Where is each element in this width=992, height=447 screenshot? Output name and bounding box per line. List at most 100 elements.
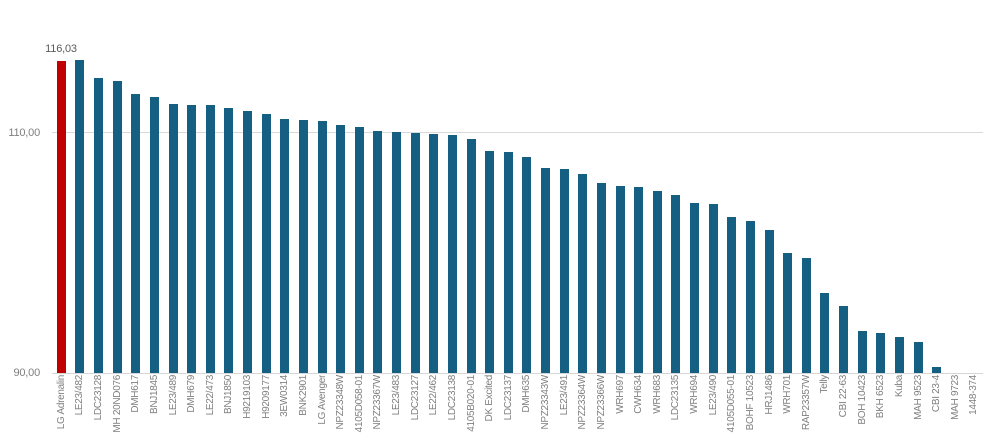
x-label-slot: DK Excited — [480, 375, 499, 445]
bar-slot — [965, 0, 984, 373]
bar-slot — [182, 0, 201, 373]
bar — [857, 331, 867, 373]
x-label-slot: LDC23135 — [667, 375, 686, 445]
bar-slot — [313, 0, 332, 373]
bar — [205, 105, 215, 373]
x-axis-label: WRH683 — [651, 375, 663, 414]
bar — [298, 120, 308, 373]
bar-slot — [499, 0, 518, 373]
bar — [466, 139, 476, 373]
bar — [727, 217, 737, 373]
x-label-slot: 4105D058-01 — [350, 375, 369, 445]
x-axis-label: BNJ1850 — [223, 375, 235, 415]
x-axis-label: LE23/490 — [707, 375, 719, 416]
bar-slot — [816, 0, 835, 373]
y-axis-tick-90: 90,00 — [13, 367, 40, 379]
bar-highlighted — [56, 61, 66, 373]
bar-slot — [369, 0, 388, 373]
bar-slot — [201, 0, 220, 373]
bar — [503, 152, 513, 373]
x-axis-label: CBI 23-4 — [931, 375, 943, 413]
bar-slot — [704, 0, 723, 373]
x-axis-label: 4105D058-01 — [353, 375, 365, 433]
bar-slot — [592, 0, 611, 373]
x-label-slot: WRH683 — [648, 375, 667, 445]
x-label-slot: CBI 23-4 — [927, 375, 946, 445]
bar-slot — [797, 0, 816, 373]
bar-slot — [872, 0, 891, 373]
bar-slot — [909, 0, 928, 373]
x-label-slot: 4105D055-01 — [723, 375, 742, 445]
x-label-slot: CWH634 — [629, 375, 648, 445]
x-axis-label: BKH 6523 — [875, 375, 887, 419]
bar — [354, 127, 364, 373]
bar — [876, 333, 886, 373]
bar — [578, 174, 588, 373]
x-label-slot: LE23/490 — [704, 375, 723, 445]
x-label-slot: LE22/473 — [201, 375, 220, 445]
x-label-slot: NPZ23366W — [592, 375, 611, 445]
x-axis-label: LDC23128 — [93, 375, 105, 421]
bar-slot — [238, 0, 257, 373]
x-axis-label: WRH694 — [689, 375, 701, 414]
x-label-slot: WRH701 — [778, 375, 797, 445]
x-label-slot: BNJ1850 — [220, 375, 239, 445]
bar — [317, 121, 327, 373]
bar — [913, 342, 923, 373]
x-label-slot: LE22/462 — [425, 375, 444, 445]
x-axis-label: H9209177 — [260, 375, 272, 419]
x-axis-label: NPZ23343W — [540, 375, 552, 430]
x-label-slot: DMH635 — [518, 375, 537, 445]
x-axis-label: NPZ23348W — [335, 375, 347, 430]
bar-slot — [331, 0, 350, 373]
bar — [783, 253, 793, 373]
x-label-slot: BNJ1845 — [145, 375, 164, 445]
bar-slot — [667, 0, 686, 373]
bar-slot — [946, 0, 965, 373]
bar — [596, 183, 606, 373]
bar — [168, 104, 178, 373]
x-label-slot: NPZ23343W — [536, 375, 555, 445]
bar-slot — [462, 0, 481, 373]
bar-slot — [89, 0, 108, 373]
x-axis-label: Telly — [819, 375, 831, 394]
x-axis-label: LE23/483 — [391, 375, 403, 416]
x-axis-label: LDC23138 — [446, 375, 458, 421]
x-label-slot: LDC23127 — [406, 375, 425, 445]
x-axis-label: 4105B020-01 — [465, 375, 477, 432]
bar-slot — [52, 0, 71, 373]
bar-slot — [443, 0, 462, 373]
x-label-slot: WRH697 — [611, 375, 630, 445]
x-axis-label: BNJ1845 — [148, 375, 160, 415]
bar — [541, 168, 551, 373]
bar — [392, 132, 402, 373]
x-axis-label: Kuba — [893, 375, 905, 398]
x-axis-label: DMH635 — [521, 375, 533, 413]
bar — [373, 131, 383, 373]
x-label-slot: BOHF 10523 — [741, 375, 760, 445]
bar — [764, 230, 774, 373]
x-axis-label: WRH701 — [782, 375, 794, 414]
x-label-slot: MAH 9523 — [909, 375, 928, 445]
x-label-slot: H9219103 — [238, 375, 257, 445]
bar-slot — [723, 0, 742, 373]
bar — [112, 81, 122, 373]
bar — [224, 108, 234, 373]
x-label-slot: BKH 6523 — [872, 375, 891, 445]
plot-area — [52, 0, 983, 374]
x-label-slot: 4105B020-01 — [462, 375, 481, 445]
x-label-slot: WRH694 — [685, 375, 704, 445]
bar — [559, 169, 569, 373]
x-label-slot: DMH617 — [127, 375, 146, 445]
bar-slot — [425, 0, 444, 373]
x-axis-label: LE23/482 — [74, 375, 86, 416]
x-axis-label: LE22/473 — [204, 375, 216, 416]
x-axis-label: 1448-374 — [968, 375, 980, 415]
x-axis-label: LDC23137 — [502, 375, 514, 421]
bar — [280, 119, 290, 373]
x-axis-label: LE23/489 — [167, 375, 179, 416]
x-label-slot: MH 20ND076 — [108, 375, 127, 445]
x-axis-label: NPZ23366W — [595, 375, 607, 430]
x-axis-label: NPZ23367W — [372, 375, 384, 430]
